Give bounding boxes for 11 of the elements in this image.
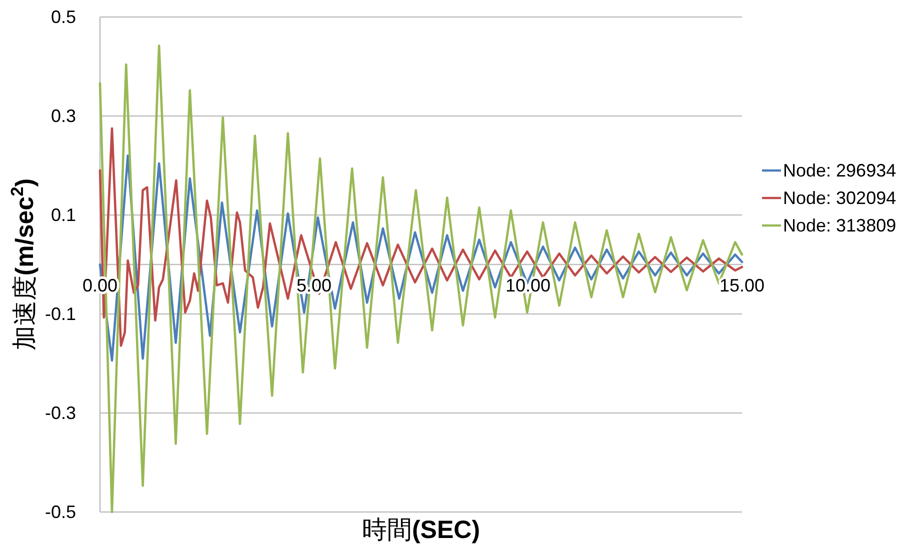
y-tick-label: 0.3	[50, 106, 76, 126]
legend-label: Node: 296934	[783, 160, 896, 180]
legend-label: Node: 313809	[783, 216, 896, 236]
y-tick-label: 0.1	[50, 205, 76, 225]
legend-label: Node: 302094	[783, 188, 896, 208]
y-tick-label: 0.5	[50, 7, 76, 27]
y-tick-label: -0.1	[44, 304, 76, 324]
x-tick-label: 15.00	[719, 275, 765, 296]
y-tick-label: -0.5	[44, 502, 76, 522]
y-tick-label: -0.3	[44, 403, 76, 423]
x-axis-title: 時間(SEC)	[362, 516, 480, 544]
